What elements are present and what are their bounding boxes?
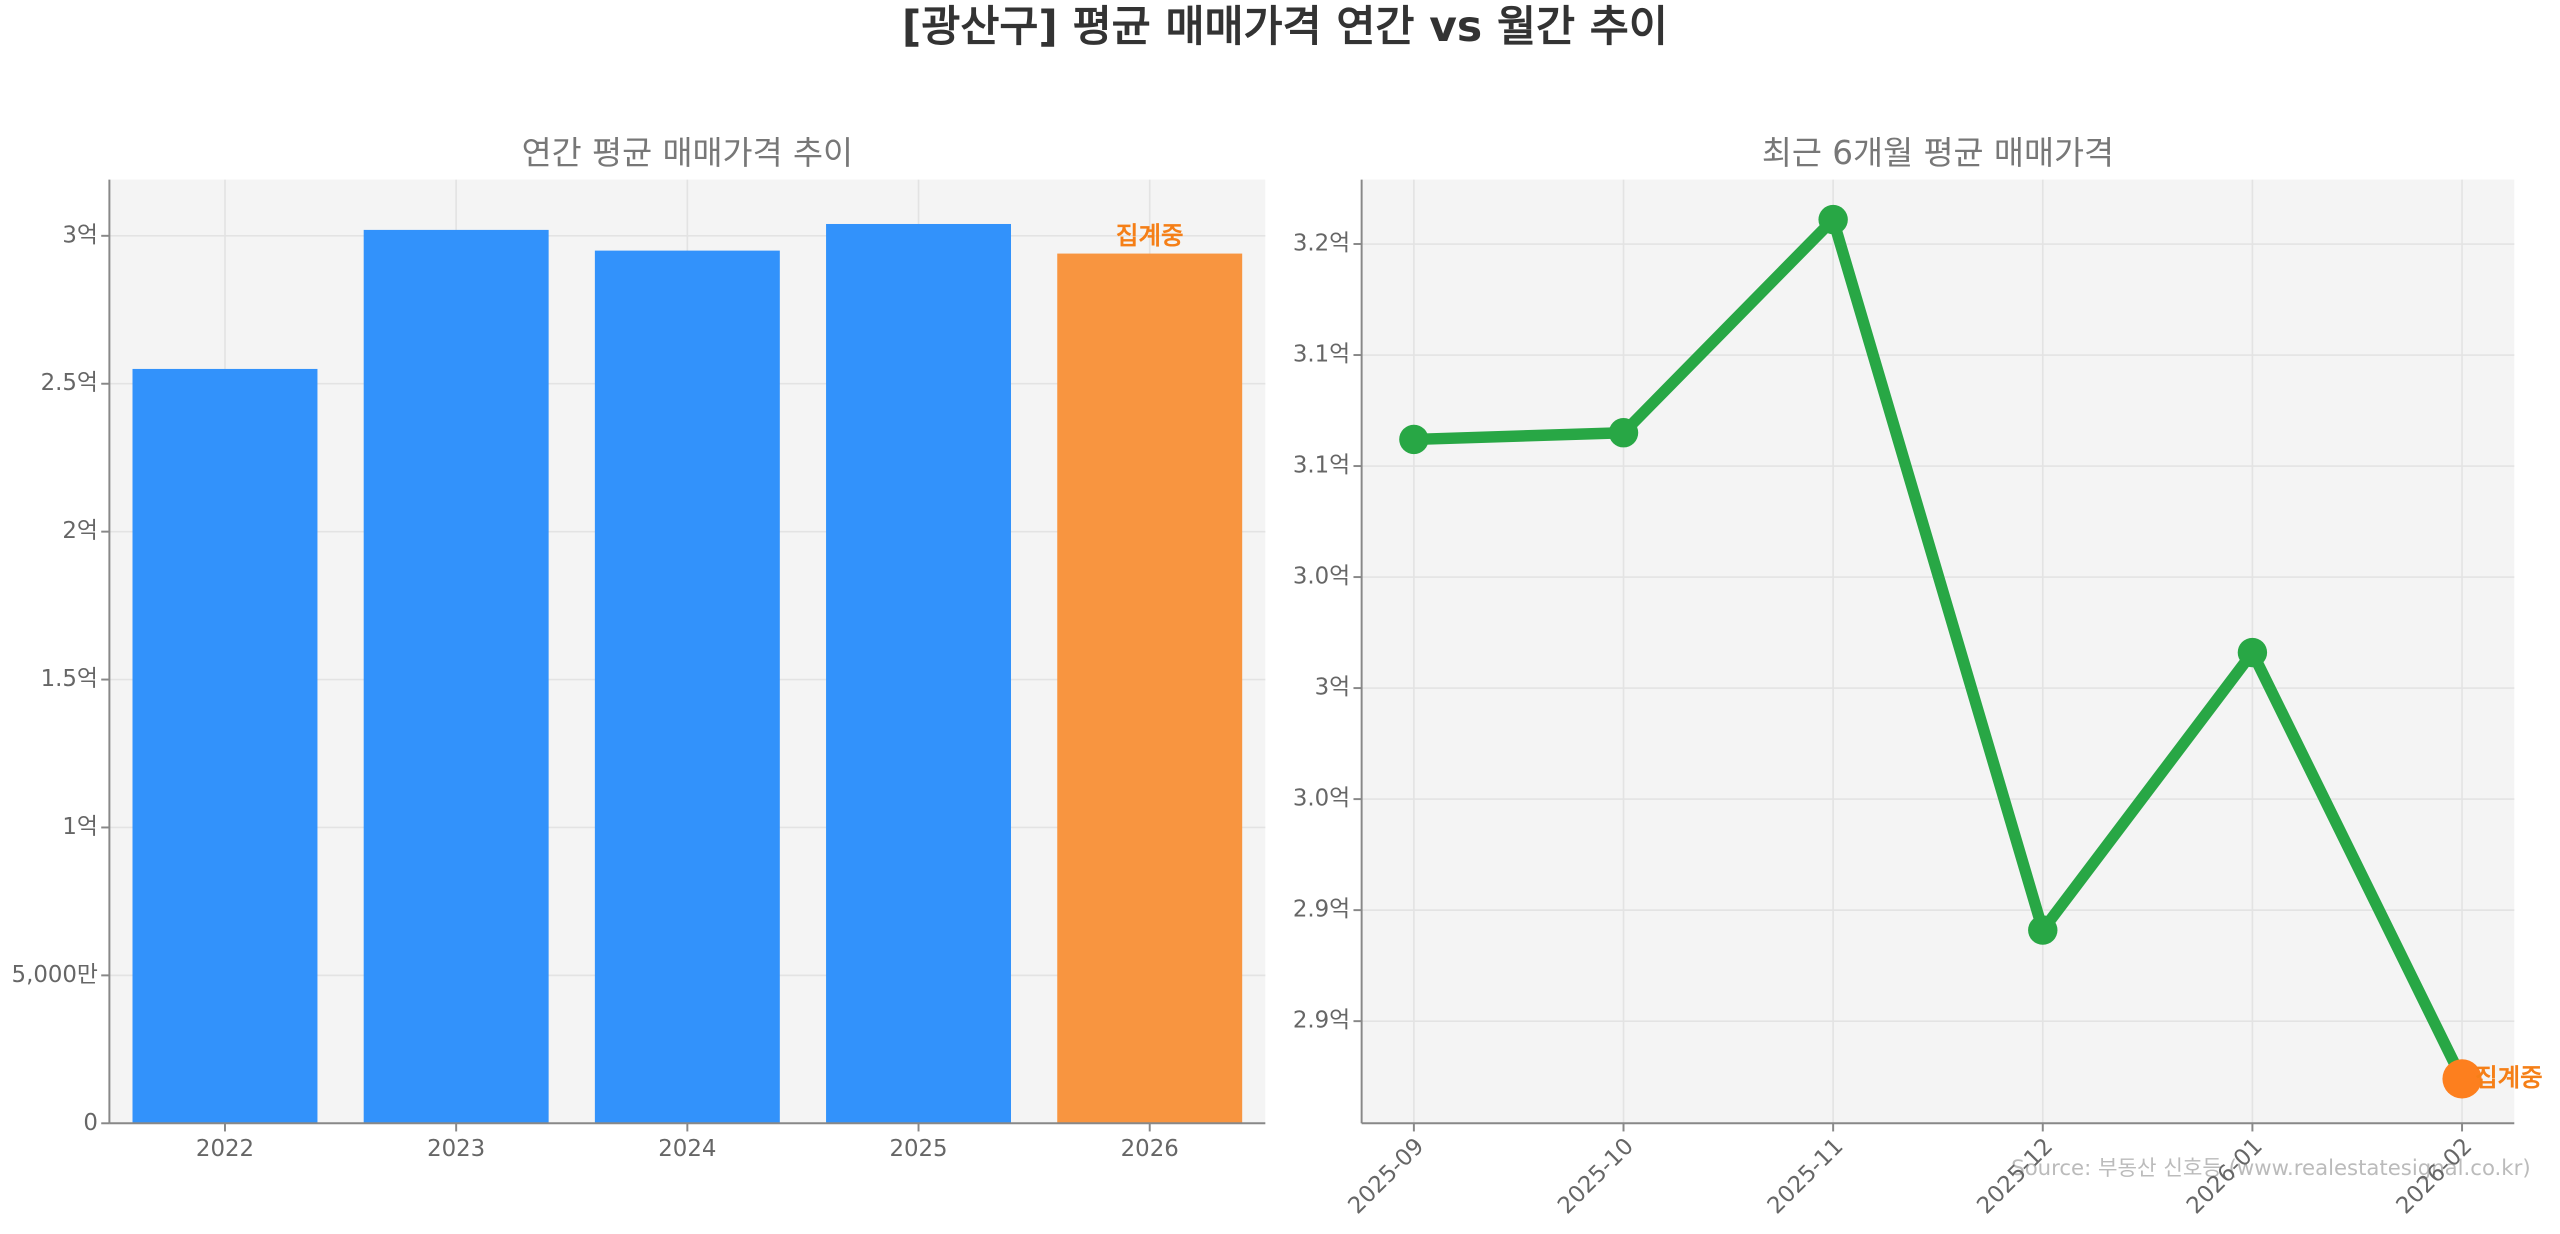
x-tick-label: 2023 bbox=[427, 1136, 485, 1162]
y-tick-label: 3.2억 bbox=[1293, 231, 1350, 257]
marker bbox=[1399, 424, 1429, 455]
y-tick-label: 2.9억 bbox=[1293, 1008, 1350, 1034]
plot-area bbox=[1361, 179, 2515, 1124]
bar bbox=[826, 223, 1012, 1124]
y-tick-label: 1.5억 bbox=[41, 666, 98, 692]
x-tick-label: 2022 bbox=[196, 1136, 254, 1162]
bar bbox=[594, 250, 780, 1124]
y-tick-label: 2.9억 bbox=[1293, 897, 1350, 923]
y-tick-label: 3.1억 bbox=[1293, 453, 1350, 479]
x-tick-label: 2025-10 bbox=[1553, 1133, 1639, 1219]
y-tick-label: 3.0억 bbox=[1293, 564, 1350, 590]
y-tick-label: 1억 bbox=[62, 814, 98, 840]
x-tick-label: 2024 bbox=[658, 1136, 716, 1162]
bar bbox=[1057, 253, 1243, 1124]
annotation: 집계중 bbox=[2475, 1063, 2543, 1092]
bar bbox=[132, 368, 318, 1124]
y-tick-label: 2.5억 bbox=[41, 370, 98, 396]
page-title: [광산구] 평균 매매가격 연간 vs 월간 추이 bbox=[902, 3, 1668, 52]
marker bbox=[2442, 1059, 2482, 1099]
x-tick-label: 2025-11 bbox=[1763, 1133, 1849, 1219]
subplot-title: 최근 6개월 평균 매매가격 bbox=[1762, 134, 2114, 172]
y-tick-label: 3억 bbox=[62, 222, 98, 248]
marker bbox=[2028, 915, 2058, 945]
marker bbox=[2237, 637, 2268, 668]
x-tick-label: 2026 bbox=[1121, 1136, 1179, 1162]
y-tick-label: 2억 bbox=[62, 518, 98, 544]
x-tick-label: 2025 bbox=[889, 1136, 947, 1162]
subplot-title: 연간 평균 매매가격 추이 bbox=[522, 134, 853, 172]
y-tick-label: 3.1억 bbox=[1293, 342, 1350, 368]
y-tick-label: 3억 bbox=[1315, 675, 1351, 701]
source-note: Source: 부동산 신호등 (www.realestatesignal.co… bbox=[2011, 1156, 2530, 1181]
marker bbox=[1608, 418, 1639, 448]
line bbox=[1413, 213, 2468, 1082]
annotation: 집계중 bbox=[1116, 221, 1184, 250]
marker bbox=[1818, 204, 1848, 235]
y-tick-label: 3.0억 bbox=[1293, 786, 1350, 812]
y-tick-label: 0 bbox=[83, 1110, 98, 1136]
x-tick-label: 2025-09 bbox=[1343, 1133, 1429, 1219]
y-tick-label: 5,000만 bbox=[12, 962, 98, 988]
bar bbox=[363, 229, 549, 1124]
